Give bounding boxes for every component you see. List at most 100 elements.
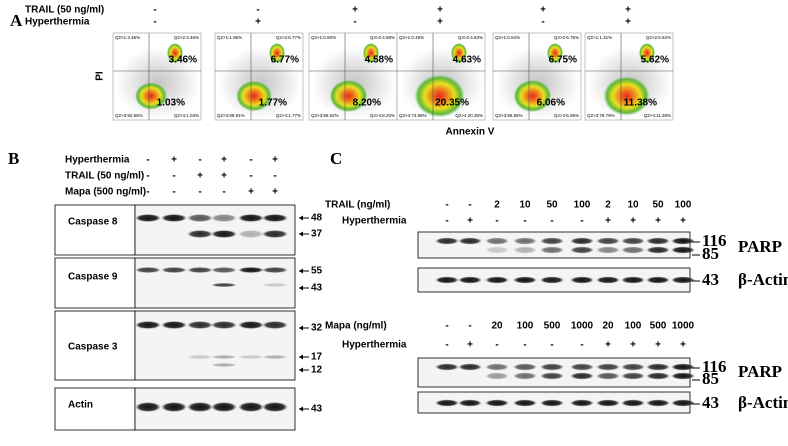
- condition-sign: -: [222, 187, 225, 198]
- band: [570, 399, 594, 407]
- band: [211, 321, 237, 329]
- condition-sign: -: [153, 17, 156, 28]
- band: [262, 355, 288, 359]
- quadrant-label: Q2>2:4.63%: [458, 35, 483, 40]
- condition-value: +: [467, 340, 473, 351]
- band: [485, 237, 509, 245]
- band: [671, 363, 695, 371]
- condition-value: 2: [494, 200, 500, 211]
- condition-sign: +: [437, 5, 443, 16]
- quadrant-label: Q2>1:0.49%: [399, 35, 424, 40]
- condition-value: -: [495, 216, 498, 227]
- upper-percent: 4.63%: [453, 55, 481, 66]
- condition-label: Hyperthermia: [65, 155, 130, 166]
- band: [187, 321, 213, 329]
- size-marker: 17: [311, 352, 323, 363]
- condition-value: +: [630, 340, 636, 351]
- condition-sign: -: [273, 171, 276, 182]
- band: [211, 267, 237, 273]
- band: [540, 372, 564, 380]
- band: [187, 230, 213, 238]
- band: [596, 246, 620, 254]
- condition-value: -: [523, 340, 526, 351]
- condition-value: +: [655, 340, 661, 351]
- band: [458, 399, 482, 407]
- band: [621, 246, 645, 254]
- condition-sign: +: [625, 5, 631, 16]
- condition-value: 50: [546, 200, 558, 211]
- condition-sign: -: [153, 5, 156, 16]
- condition-label: Mapa (500 ng/ml): [65, 187, 146, 198]
- lower-percent: 1.03%: [157, 98, 185, 109]
- upper-percent: 6.77%: [271, 55, 299, 66]
- upper-percent: 3.46%: [169, 55, 197, 66]
- marker-arrow-head: [299, 215, 303, 221]
- condition-sign: +: [255, 17, 261, 28]
- band: [540, 276, 564, 284]
- cell-cluster: [451, 43, 467, 63]
- condition-sign: -: [249, 155, 252, 166]
- size-marker: 116: [702, 357, 727, 376]
- cell-cluster: [603, 76, 650, 116]
- band: [513, 399, 537, 407]
- x-axis-label: Annexin V: [446, 127, 495, 138]
- condition-value: 20: [491, 321, 503, 332]
- marker-arrow-head: [299, 367, 303, 373]
- size-marker: 116: [702, 231, 727, 250]
- panel-label: A: [10, 11, 23, 30]
- band: [187, 402, 213, 412]
- band: [596, 372, 620, 380]
- blot: [417, 231, 691, 259]
- band: [458, 276, 482, 284]
- quadrant-label: Q2>3:92.55%: [115, 113, 143, 118]
- band: [238, 321, 264, 329]
- band: [621, 276, 645, 284]
- quadrant-label: Q2>2:5.62%: [646, 35, 671, 40]
- condition-value: -: [523, 216, 526, 227]
- band: [596, 399, 620, 407]
- band: [621, 363, 645, 371]
- marker-arrow-head: [299, 406, 303, 412]
- size-marker: 85: [702, 369, 719, 388]
- condition-value: -: [468, 200, 471, 211]
- quadrant-label: Q2>4:1.77%: [276, 113, 301, 118]
- condition-value: 1000: [672, 321, 695, 332]
- band: [211, 230, 237, 238]
- condition-label: Hyperthermia: [342, 216, 407, 227]
- blot-label-box: [54, 257, 136, 309]
- size-marker: 43: [702, 270, 719, 289]
- band: [646, 237, 670, 245]
- condition-sign: -: [146, 171, 149, 182]
- band: [238, 267, 264, 273]
- band: [211, 363, 237, 367]
- condition-label: Hyperthermia: [25, 17, 90, 28]
- blot-label: Caspase 8: [68, 217, 118, 228]
- blot-label: Caspase 9: [68, 272, 118, 283]
- band: [513, 363, 537, 371]
- band: [458, 237, 482, 245]
- band: [671, 237, 695, 245]
- band: [621, 399, 645, 407]
- condition-value: 100: [675, 200, 692, 211]
- band: [161, 402, 187, 412]
- band: [238, 355, 264, 359]
- lower-percent: 1.77%: [259, 98, 287, 109]
- lower-percent: 8.20%: [353, 98, 381, 109]
- condition-value: +: [630, 216, 636, 227]
- band: [187, 214, 213, 222]
- condition-label: Mapa (ng/ml): [325, 321, 387, 332]
- band: [135, 402, 161, 412]
- size-marker: 37: [311, 229, 323, 240]
- condition-value: 500: [650, 321, 667, 332]
- quadrant-label: Q2>4:8.20%: [370, 113, 395, 118]
- condition-sign: -: [198, 155, 201, 166]
- upper-percent: 5.62%: [641, 55, 669, 66]
- size-marker: 43: [311, 283, 323, 294]
- condition-value: -: [445, 321, 448, 332]
- condition-sign: -: [172, 187, 175, 198]
- condition-sign: +: [221, 171, 227, 182]
- band: [187, 267, 213, 273]
- size-marker: 32: [311, 323, 323, 334]
- condition-value: -: [580, 216, 583, 227]
- band: [262, 267, 288, 273]
